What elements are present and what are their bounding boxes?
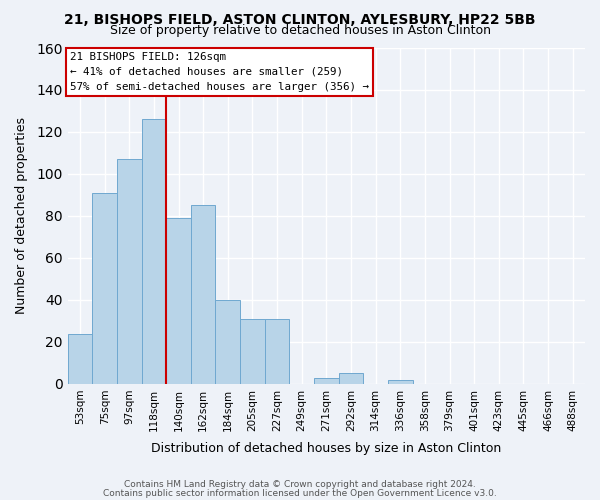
X-axis label: Distribution of detached houses by size in Aston Clinton: Distribution of detached houses by size … <box>151 442 502 455</box>
Bar <box>314 378 338 384</box>
Text: Contains public sector information licensed under the Open Government Licence v3: Contains public sector information licen… <box>103 488 497 498</box>
Bar <box>92 193 117 384</box>
Bar <box>338 374 363 384</box>
Y-axis label: Number of detached properties: Number of detached properties <box>15 118 28 314</box>
Bar <box>166 218 191 384</box>
Text: 21 BISHOPS FIELD: 126sqm
← 41% of detached houses are smaller (259)
57% of semi-: 21 BISHOPS FIELD: 126sqm ← 41% of detach… <box>70 52 369 92</box>
Bar <box>68 334 92 384</box>
Text: 21, BISHOPS FIELD, ASTON CLINTON, AYLESBURY, HP22 5BB: 21, BISHOPS FIELD, ASTON CLINTON, AYLESB… <box>64 12 536 26</box>
Bar <box>117 160 142 384</box>
Bar <box>215 300 240 384</box>
Bar <box>142 120 166 384</box>
Bar <box>240 319 265 384</box>
Bar <box>265 319 289 384</box>
Bar <box>191 206 215 384</box>
Text: Contains HM Land Registry data © Crown copyright and database right 2024.: Contains HM Land Registry data © Crown c… <box>124 480 476 489</box>
Text: Size of property relative to detached houses in Aston Clinton: Size of property relative to detached ho… <box>110 24 491 37</box>
Bar <box>388 380 413 384</box>
